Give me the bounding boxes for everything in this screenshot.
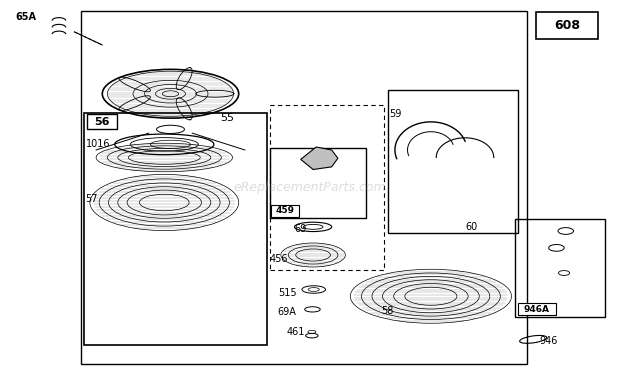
- Text: 55: 55: [220, 113, 234, 123]
- Text: 515: 515: [278, 288, 296, 298]
- Bar: [536, 12, 598, 39]
- Text: 59: 59: [389, 110, 402, 119]
- Text: 461: 461: [286, 327, 305, 337]
- Text: 69: 69: [294, 225, 307, 234]
- Bar: [84, 112, 267, 345]
- Text: 946: 946: [539, 336, 558, 346]
- Bar: [81, 11, 527, 364]
- Bar: [87, 114, 117, 129]
- Text: eReplacementParts.com: eReplacementParts.com: [234, 181, 386, 194]
- Bar: [270, 105, 384, 270]
- Text: 456: 456: [270, 254, 288, 264]
- Text: 57: 57: [86, 194, 98, 204]
- Text: 58: 58: [381, 306, 394, 316]
- Polygon shape: [301, 147, 338, 170]
- Text: 459: 459: [275, 206, 294, 215]
- Bar: [518, 303, 556, 315]
- Text: 608: 608: [554, 20, 580, 32]
- Text: 60: 60: [465, 222, 477, 232]
- Text: 1016: 1016: [86, 140, 110, 149]
- Bar: [515, 219, 604, 317]
- Text: 69A: 69A: [278, 307, 296, 317]
- Text: 946A: 946A: [524, 304, 550, 313]
- Bar: [271, 205, 299, 217]
- Text: 56: 56: [94, 117, 110, 127]
- Text: 65A: 65A: [16, 12, 37, 22]
- Bar: [388, 90, 518, 232]
- Bar: [270, 148, 366, 217]
